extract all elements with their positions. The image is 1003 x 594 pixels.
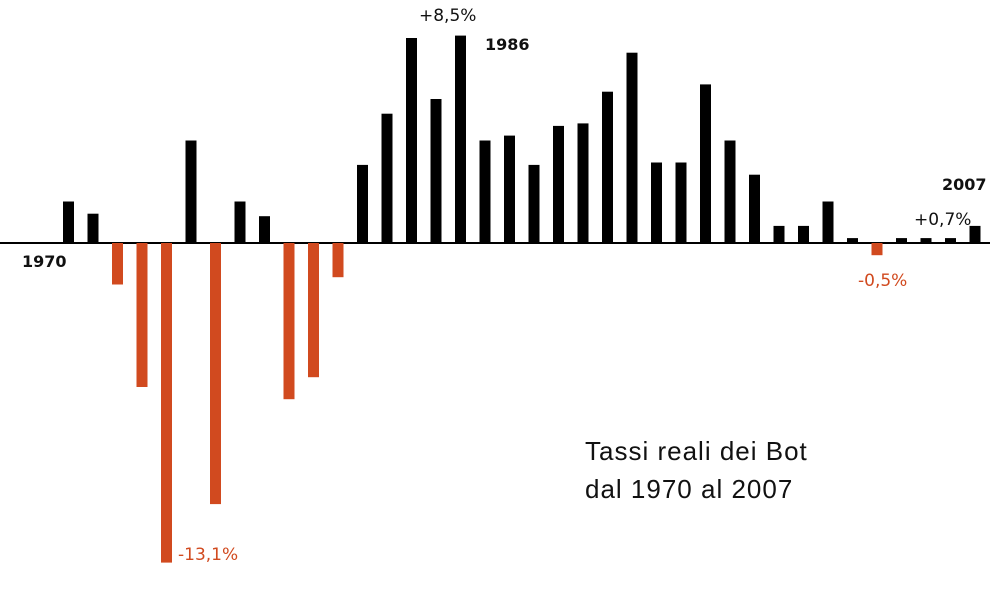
bar-2000 xyxy=(798,225,809,243)
bar-1974 xyxy=(161,243,172,563)
bar-1971 xyxy=(87,213,99,243)
bar-2005 xyxy=(920,238,932,243)
bar-1988 xyxy=(504,135,515,243)
bar-1992 xyxy=(602,91,613,243)
bar-1973 xyxy=(136,243,148,387)
bar-1995 xyxy=(675,162,687,243)
bar-1990 xyxy=(553,125,564,243)
bar-1980 xyxy=(308,243,319,378)
bar-2003 xyxy=(871,243,883,256)
bar-1975 xyxy=(185,140,197,243)
bar-1984 xyxy=(406,38,417,243)
bar-1978 xyxy=(259,216,270,243)
peak-year-label: 1986 xyxy=(485,35,530,54)
end-value-label: +0,7% xyxy=(914,210,972,230)
bar-1993 xyxy=(626,52,638,244)
bar-1985 xyxy=(430,99,442,243)
bar-1986 xyxy=(455,35,466,243)
bar-1982 xyxy=(357,164,368,243)
chart-title: Tassi reali dei Bot dal 1970 al 2007 xyxy=(585,432,808,508)
end-year-label: 2007 xyxy=(942,175,987,194)
recent-negative-label: -0,5% xyxy=(858,271,908,291)
chart-title-line-2: dal 1970 al 2007 xyxy=(585,474,794,504)
bar-2007 xyxy=(969,225,981,243)
bar-1996 xyxy=(700,84,711,244)
peak-value-label: +8,5% xyxy=(419,6,477,26)
bar-1999 xyxy=(773,225,785,243)
bars-group xyxy=(63,35,981,563)
bar-1987 xyxy=(479,140,491,243)
bar-1998 xyxy=(749,174,760,243)
bar-1997 xyxy=(724,140,736,243)
bar-1981 xyxy=(332,243,344,278)
start-year-label: 1970 xyxy=(22,252,67,271)
bar-2004 xyxy=(896,238,907,243)
bar-2001 xyxy=(822,201,834,243)
bar-1977 xyxy=(234,201,246,243)
bar-2002 xyxy=(847,238,858,243)
bar-1991 xyxy=(577,123,589,243)
chart-title-line-1: Tassi reali dei Bot xyxy=(585,436,808,466)
bar-1983 xyxy=(381,113,393,243)
bar-1970 xyxy=(63,201,74,243)
bar-1979 xyxy=(283,243,295,400)
bar-2006 xyxy=(945,238,956,243)
bar-1972 xyxy=(112,243,123,285)
bar-1994 xyxy=(651,162,662,243)
min-value-label: -13,1% xyxy=(178,545,239,565)
bar-1989 xyxy=(528,164,540,243)
bar-1976 xyxy=(210,243,221,505)
